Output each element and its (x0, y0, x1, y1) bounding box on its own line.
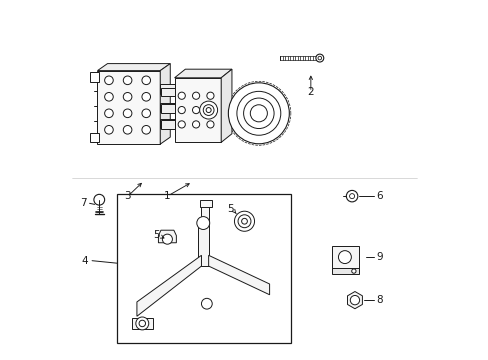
Text: 5: 5 (227, 204, 234, 215)
Polygon shape (97, 64, 170, 71)
Circle shape (201, 298, 212, 309)
Bar (160, 103, 174, 112)
Polygon shape (158, 230, 176, 243)
Circle shape (315, 54, 323, 62)
Circle shape (192, 107, 199, 114)
Circle shape (123, 109, 132, 118)
Circle shape (178, 121, 185, 128)
Bar (199, 200, 212, 207)
Circle shape (346, 190, 357, 202)
Bar (332, 246, 359, 269)
Circle shape (104, 126, 113, 134)
Bar (89, 133, 99, 142)
Polygon shape (174, 69, 231, 78)
Bar (161, 104, 175, 113)
Bar (89, 72, 99, 82)
Circle shape (104, 109, 113, 118)
Polygon shape (208, 255, 269, 295)
Circle shape (142, 93, 150, 101)
Circle shape (317, 56, 321, 60)
Circle shape (241, 219, 247, 224)
Text: 2: 2 (307, 87, 313, 97)
Bar (160, 84, 174, 94)
Circle shape (192, 92, 199, 99)
Bar (332, 268, 359, 274)
Text: 4: 4 (81, 256, 88, 266)
Circle shape (206, 108, 211, 113)
Polygon shape (160, 64, 170, 144)
Polygon shape (221, 69, 231, 142)
Polygon shape (137, 255, 201, 316)
Text: 8: 8 (376, 295, 382, 305)
Circle shape (162, 234, 172, 244)
Text: 1: 1 (164, 191, 170, 201)
Circle shape (234, 211, 254, 231)
Circle shape (228, 83, 289, 144)
Circle shape (192, 121, 199, 128)
Circle shape (236, 91, 280, 135)
Circle shape (94, 194, 104, 205)
Text: 5: 5 (153, 230, 160, 239)
Circle shape (243, 98, 274, 129)
Circle shape (203, 105, 214, 116)
Polygon shape (174, 78, 221, 142)
Text: 7: 7 (81, 198, 87, 208)
Polygon shape (131, 318, 153, 329)
Circle shape (206, 92, 214, 99)
Circle shape (123, 76, 132, 85)
Circle shape (104, 76, 113, 85)
Circle shape (250, 105, 267, 122)
Bar (161, 88, 175, 96)
Circle shape (199, 101, 217, 119)
Polygon shape (347, 292, 362, 309)
Text: 3: 3 (124, 191, 131, 201)
Circle shape (238, 215, 250, 228)
Circle shape (349, 194, 354, 199)
Circle shape (142, 126, 150, 134)
Text: 9: 9 (376, 252, 382, 262)
Circle shape (142, 109, 150, 118)
Circle shape (196, 217, 209, 229)
Circle shape (136, 317, 148, 330)
Bar (161, 120, 175, 129)
Circle shape (139, 320, 145, 327)
Polygon shape (97, 71, 160, 144)
Circle shape (349, 296, 359, 305)
Polygon shape (198, 205, 208, 266)
Circle shape (178, 92, 185, 99)
Circle shape (142, 76, 150, 85)
Circle shape (104, 93, 113, 101)
Circle shape (338, 251, 351, 264)
Circle shape (123, 126, 132, 134)
Text: 6: 6 (376, 191, 382, 201)
Circle shape (351, 269, 355, 273)
Bar (117, 194, 290, 343)
Circle shape (178, 107, 185, 114)
Bar (160, 119, 174, 128)
Circle shape (123, 93, 132, 101)
Circle shape (206, 121, 214, 128)
